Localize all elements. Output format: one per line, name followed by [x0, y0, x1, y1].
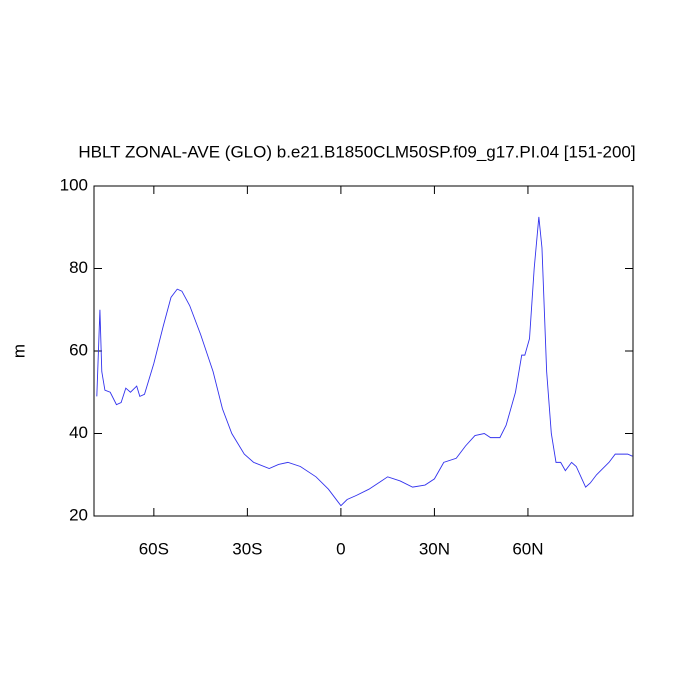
- data-line: [96, 216, 633, 507]
- y-tick-label: 100: [60, 175, 88, 194]
- x-tick-label: 30N: [419, 539, 450, 558]
- x-tick-label: 0: [336, 539, 345, 558]
- x-tick-label: 60N: [512, 539, 543, 558]
- y-tick-label: 20: [69, 505, 88, 524]
- y-tick-label: 80: [69, 258, 88, 277]
- y-tick-label: 40: [69, 423, 88, 442]
- chart-title: HBLT ZONAL-AVE (GLO) b.e21.B1850CLM50SP.…: [78, 142, 635, 161]
- x-tick-label: 60S: [139, 539, 169, 558]
- y-tick-label: 60: [69, 340, 88, 359]
- x-tick-label: 30S: [232, 539, 262, 558]
- plot-frame: [93, 185, 634, 517]
- y-axis-label: m: [9, 344, 28, 358]
